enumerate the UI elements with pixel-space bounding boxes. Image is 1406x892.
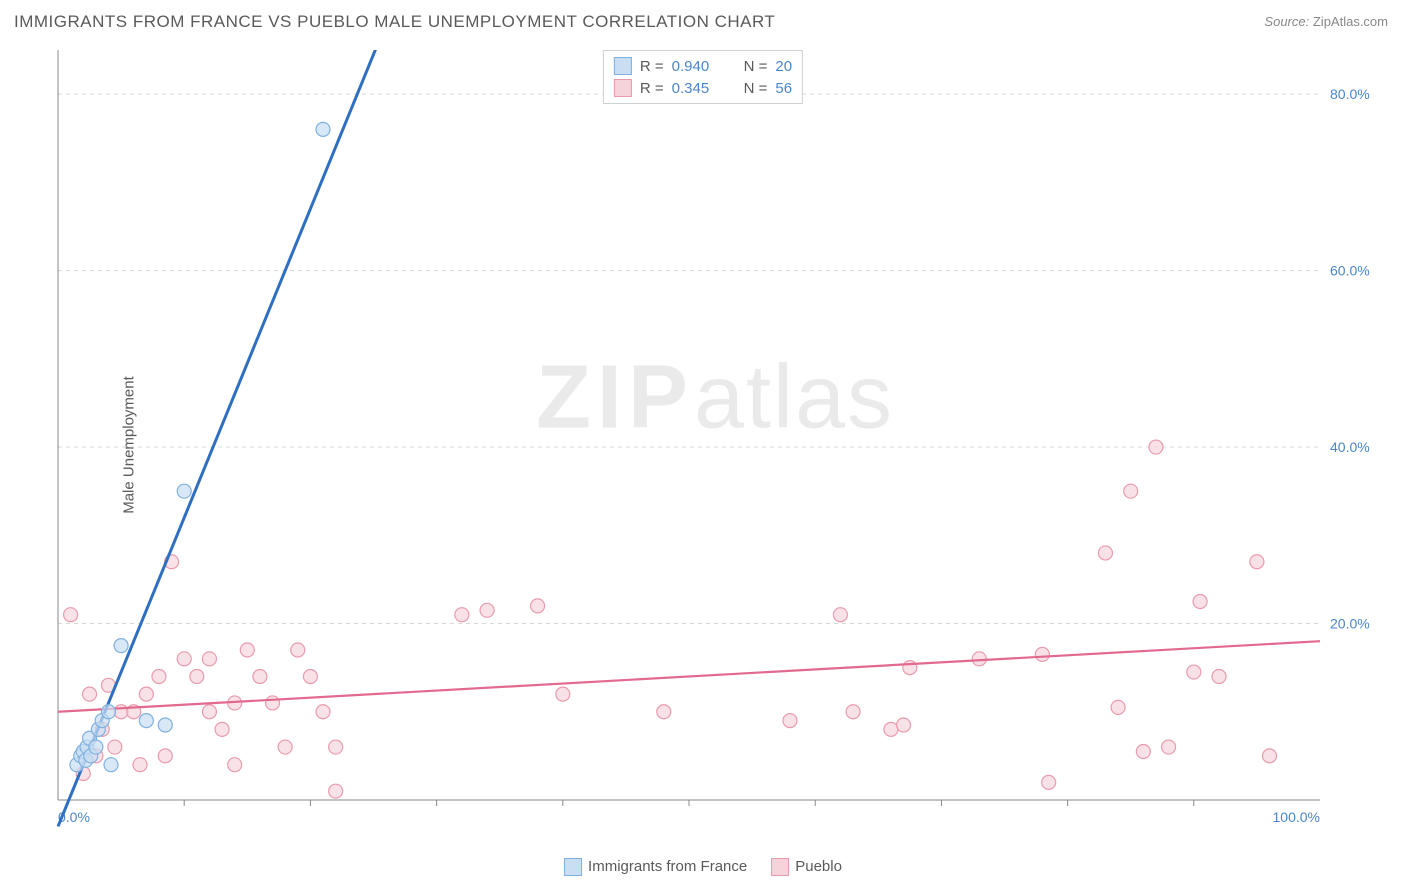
plot-area: Male Unemployment ZIPatlas 20.0%40.0%60.… [50, 50, 1380, 840]
legend-label: Pueblo [795, 858, 842, 875]
legend-swatch [614, 57, 632, 75]
source-attribution: Source: ZipAtlas.com [1264, 14, 1388, 29]
svg-text:100.0%: 100.0% [1273, 809, 1320, 825]
r-value: 0.345 [672, 80, 726, 97]
correlation-legend: R = 0.940 N = 20 R = 0.345 N = 56 [603, 50, 803, 104]
svg-text:80.0%: 80.0% [1330, 86, 1370, 102]
r-value: 0.940 [672, 58, 726, 75]
n-label: N = [744, 80, 768, 97]
source-label: Source: [1264, 14, 1309, 29]
n-value: 56 [775, 80, 792, 97]
r-label: R = [640, 58, 664, 75]
legend-item: Immigrants from France [564, 858, 747, 876]
legend-swatch [614, 79, 632, 97]
svg-text:40.0%: 40.0% [1330, 439, 1370, 455]
source-value: ZipAtlas.com [1313, 14, 1388, 29]
n-label: N = [744, 58, 768, 75]
series-legend: Immigrants from France Pueblo [564, 858, 842, 876]
chart-title: IMMIGRANTS FROM FRANCE VS PUEBLO MALE UN… [14, 12, 775, 32]
n-value: 20 [775, 58, 792, 75]
legend-row: R = 0.345 N = 56 [614, 77, 792, 99]
legend-row: R = 0.940 N = 20 [614, 55, 792, 77]
svg-text:20.0%: 20.0% [1330, 616, 1370, 632]
legend-swatch [564, 858, 582, 876]
chart-svg: 20.0%40.0%60.0%80.0%0.0%100.0% [50, 50, 1380, 840]
legend-item: Pueblo [771, 858, 842, 876]
legend-label: Immigrants from France [588, 858, 747, 875]
legend-swatch [771, 858, 789, 876]
svg-text:60.0%: 60.0% [1330, 263, 1370, 279]
r-label: R = [640, 80, 664, 97]
